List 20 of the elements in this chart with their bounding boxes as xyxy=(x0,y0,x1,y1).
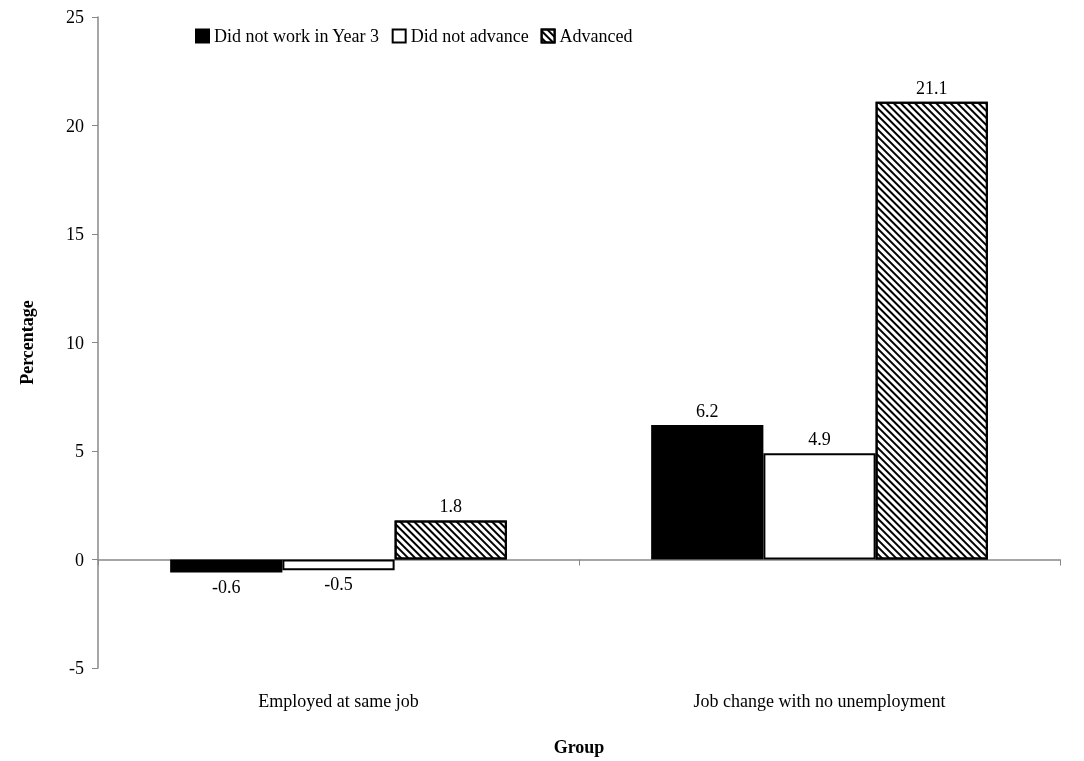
y-tick-label: 25 xyxy=(66,7,84,27)
y-tick-label: 0 xyxy=(75,549,84,570)
legend-label: Did not advance xyxy=(410,26,529,46)
x-tick-label: Employed at same job xyxy=(258,691,419,711)
y-tick-label: 5 xyxy=(75,441,84,461)
data-label: -0.5 xyxy=(324,574,353,595)
data-label: 1.8 xyxy=(439,496,462,517)
y-tick-label: -5 xyxy=(69,658,84,678)
legend-label: Did not work in Year 3 xyxy=(214,26,379,46)
x-axis-title: Group xyxy=(553,737,605,757)
data-label: 21.1 xyxy=(915,77,948,98)
legend-label: Advanced xyxy=(559,26,633,46)
y-tick-label: 15 xyxy=(66,224,84,244)
data-label: -0.6 xyxy=(212,576,241,597)
y-tick-label: 20 xyxy=(66,115,84,136)
x-tick-label: Job change with no unemployment xyxy=(693,691,946,711)
y-tick-label: 10 xyxy=(66,332,84,353)
y-axis-title: Percentage xyxy=(17,300,37,385)
data-label: 4.9 xyxy=(808,429,831,450)
data-label: 6.2 xyxy=(696,400,719,421)
